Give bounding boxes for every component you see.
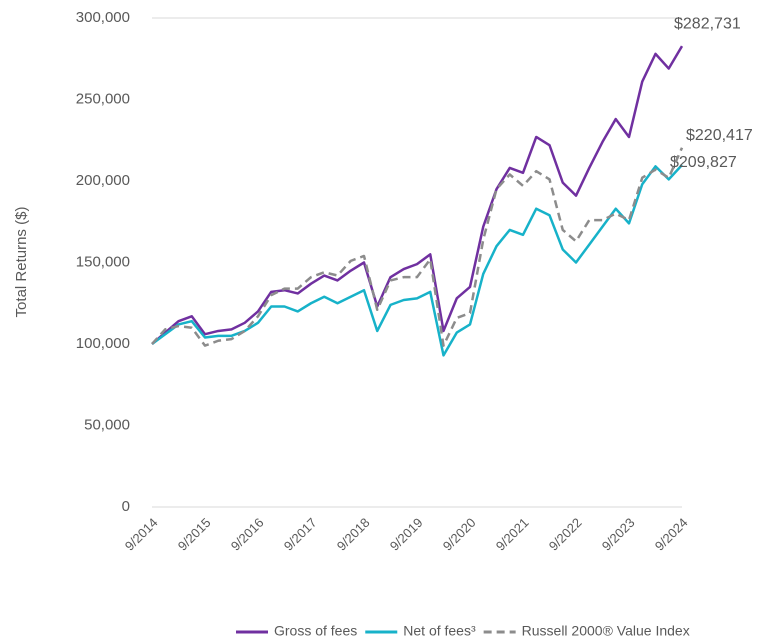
end-value-label: $209,827	[670, 154, 737, 171]
x-tick-label: 9/2020	[440, 515, 479, 554]
y-tick-label: 50,000	[84, 416, 130, 433]
end-value-label: $282,731	[674, 15, 741, 32]
y-tick-label: 0	[122, 498, 130, 515]
x-tick-label: 9/2021	[493, 515, 532, 554]
x-tick-label: 9/2017	[281, 515, 320, 554]
series-line	[151, 45, 684, 345]
y-tick-label: 150,000	[76, 253, 130, 270]
legend-label: Russell 2000® Value Index	[522, 623, 690, 639]
x-tick-label: 9/2014	[122, 515, 161, 554]
x-tick-label: 9/2023	[599, 515, 638, 554]
legend-label: Gross of fees	[274, 623, 357, 639]
y-tick-label: 300,000	[76, 9, 130, 26]
x-tick-label: 9/2015	[175, 515, 214, 554]
x-tick-label: 9/2016	[228, 515, 267, 554]
y-tick-label: 200,000	[76, 172, 130, 189]
series-line	[151, 147, 684, 347]
x-tick-label: 9/2018	[334, 515, 373, 554]
legend-label: Net of fees³	[403, 623, 476, 639]
x-tick-label: 9/2024	[652, 515, 691, 554]
y-tick-label: 100,000	[76, 335, 130, 352]
y-axis-label: Total Returns ($)	[13, 207, 30, 318]
series-line	[151, 164, 683, 357]
x-tick-label: 9/2019	[387, 515, 426, 554]
x-tick-label: 9/2022	[546, 515, 585, 554]
end-value-label: $220,417	[686, 127, 753, 144]
y-tick-label: 250,000	[76, 90, 130, 107]
